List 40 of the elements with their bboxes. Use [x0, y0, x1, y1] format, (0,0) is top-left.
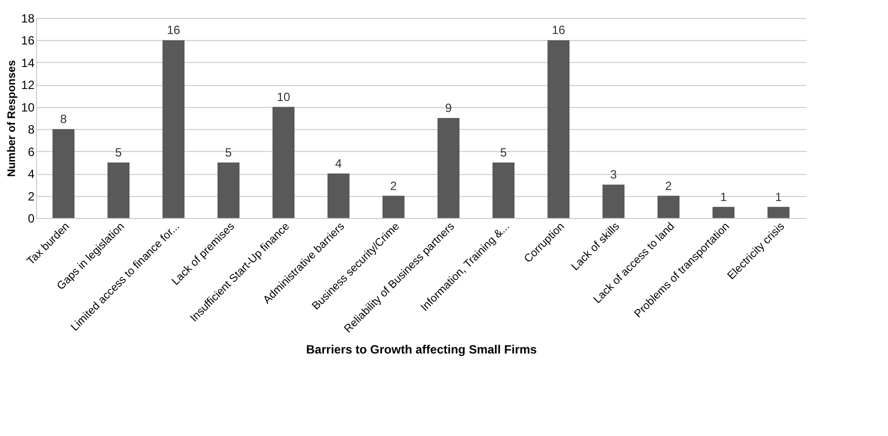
bar — [658, 196, 680, 218]
data-label: 10 — [276, 90, 290, 104]
y-tick-label: 12 — [21, 78, 35, 92]
bar — [218, 162, 240, 218]
bar — [162, 40, 184, 218]
data-label: 5 — [115, 145, 122, 160]
data-label: 5 — [225, 145, 232, 160]
y-axis-title: Number of Responses — [6, 60, 18, 177]
y-tick-label: 14 — [21, 56, 35, 70]
bar — [272, 106, 294, 218]
bar — [768, 206, 790, 218]
data-label: 1 — [720, 190, 728, 204]
data-label: 16 — [552, 23, 566, 38]
y-tick-label: 6 — [28, 144, 35, 159]
y-tick-label: 4 — [28, 167, 35, 182]
y-tick-label: 10 — [21, 100, 35, 114]
data-label: 5 — [500, 145, 508, 160]
bar — [548, 40, 570, 218]
bar — [382, 196, 404, 218]
bar — [52, 129, 74, 218]
data-label: 2 — [390, 178, 398, 193]
bar — [712, 206, 734, 218]
bar — [438, 118, 460, 218]
data-label: 16 — [166, 23, 180, 38]
data-label: 8 — [60, 112, 68, 126]
data-label: 2 — [665, 178, 672, 193]
bar — [492, 162, 514, 218]
data-label: 3 — [610, 168, 618, 182]
y-tick-label: 16 — [21, 34, 35, 48]
bar — [108, 162, 130, 218]
bar — [328, 174, 350, 218]
data-label: 1 — [775, 190, 782, 204]
data-label: 4 — [335, 156, 342, 171]
bar — [602, 184, 624, 218]
y-tick-label: 2 — [28, 189, 35, 204]
y-tick-label: 18 — [21, 12, 35, 26]
data-label: 9 — [445, 101, 452, 115]
y-tick-label: 8 — [28, 122, 35, 137]
x-axis-title: Barriers to Growth affecting Small Firms — [306, 342, 538, 357]
y-tick-label: 0 — [28, 212, 35, 226]
